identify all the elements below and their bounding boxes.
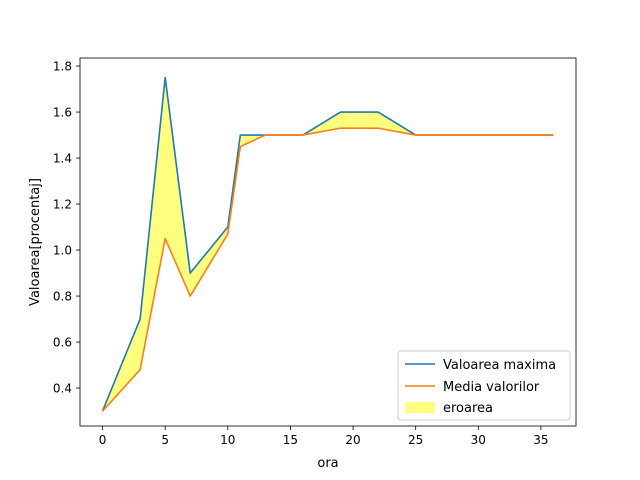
legend: Valoarea maxima Media valorilor eroarea — [397, 350, 571, 421]
legend-label-valoarea-maxima: Valoarea maxima — [443, 358, 556, 373]
series-line-media-valorilor — [101, 127, 554, 412]
y-tick-label: 1.6 — [53, 106, 72, 120]
legend-label-media-valorilor: Media valorilor — [443, 380, 540, 395]
x-tick-label: 5 — [161, 433, 169, 447]
y-axis-label: Valoarea[procentaj] — [28, 178, 43, 306]
x-axis-ticks: 0 5 10 15 20 25 30 35 — [99, 426, 549, 447]
x-tick-label: 10 — [220, 433, 235, 447]
x-axis-label: ora — [317, 456, 338, 471]
x-tick-label: 20 — [345, 433, 360, 447]
series-lines-layer — [101, 76, 554, 412]
y-tick-label: 1.4 — [53, 152, 72, 166]
y-tick-label: 0.8 — [53, 290, 72, 304]
x-tick-label: 25 — [408, 433, 423, 447]
y-tick-label: 1.8 — [53, 60, 72, 74]
y-axis-ticks: 0.4 0.6 0.8 1.0 1.2 1.4 1.6 1.8 — [53, 60, 80, 396]
plot-frame — [79, 57, 577, 427]
legend-label-eroarea: eroarea — [443, 401, 493, 416]
legend-swatch-eroarea — [405, 402, 435, 413]
x-tick-label: 30 — [471, 433, 486, 447]
x-tick-label: 15 — [283, 433, 298, 447]
y-tick-label: 0.6 — [53, 336, 72, 350]
y-tick-label: 0.4 — [53, 382, 72, 396]
x-tick-label: 35 — [533, 433, 548, 447]
y-tick-label: 1.0 — [53, 244, 72, 258]
series-line-valoarea-maxima — [101, 76, 554, 412]
y-tick-label: 1.2 — [53, 198, 72, 212]
x-tick-label: 0 — [99, 433, 107, 447]
legend-box — [397, 350, 571, 421]
